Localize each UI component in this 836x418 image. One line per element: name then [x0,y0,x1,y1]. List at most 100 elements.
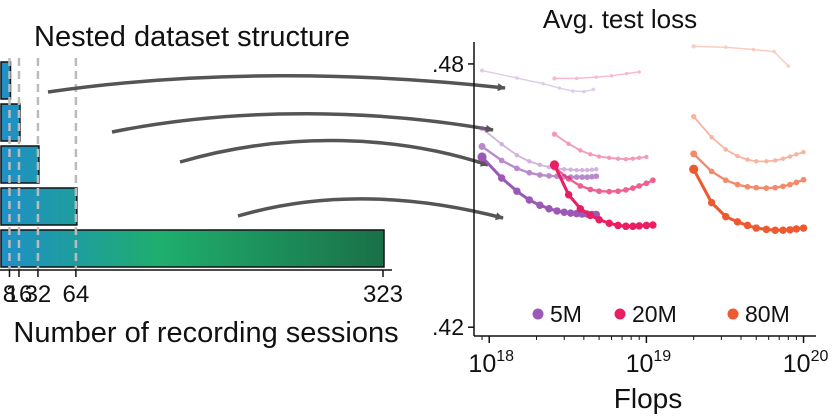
data-point [708,168,715,175]
data-point [780,156,786,161]
data-point [722,212,730,221]
legend-marker [727,308,739,320]
data-point [564,190,573,199]
session-tick-label: 32 [25,281,52,308]
data-point [745,157,750,162]
data-point [642,221,651,230]
data-point [771,226,779,234]
data-point [479,68,485,73]
loss-series [477,44,808,234]
data-point [787,154,793,159]
data-point [596,188,602,195]
data-point [751,47,756,52]
x-tick-label: 1018 [468,348,514,378]
data-point [649,221,657,229]
data-point [779,226,787,234]
data-point [644,154,649,160]
data-point [724,45,728,50]
data-point [541,81,545,86]
data-point [549,160,560,170]
legend-marker [532,308,544,320]
x-tick-label: 1020 [783,348,829,378]
data-point [744,183,751,190]
data-point [637,155,642,161]
legend-label: 20M [632,301,677,327]
data-point [497,174,506,182]
series-5M-8 [479,68,596,94]
data-point [793,179,800,186]
data-point [566,141,571,147]
data-point [498,157,505,164]
data-point [723,147,728,152]
data-point [536,201,544,209]
data-point [786,64,791,68]
data-point [614,221,622,230]
data-point [786,226,794,234]
data-point [594,75,599,79]
arrow-32 [179,138,489,167]
data-point [573,174,580,181]
data-point [579,167,585,173]
data-point [615,156,621,161]
x-ticks: 1018 1019 1020 [468,336,828,378]
session-tick-label: 16 [6,281,33,308]
data-point [479,125,485,132]
data-point [477,152,487,162]
data-point [764,159,769,164]
session-bar-8 [0,61,12,100]
data-point [545,205,553,213]
data-point [636,183,643,189]
data-point [754,159,759,164]
session-tick-label: 8 [3,281,16,308]
series-20M-8 [552,70,641,81]
data-point [643,180,650,187]
data-point [735,153,740,159]
arrow-64 [237,197,504,221]
legend-label: 5M [550,301,582,327]
data-point [593,173,600,180]
series-line [481,69,594,93]
series-80M-64 [689,164,808,234]
series-line [554,71,640,80]
data-point [562,167,567,172]
data-point [584,167,590,173]
data-point [772,184,779,191]
data-point [577,183,584,189]
data-point [589,173,595,180]
data-point [576,205,585,213]
data-point [574,167,579,173]
data-point [589,167,595,172]
data-point [609,74,614,78]
session-tick-label: 64 [63,281,90,308]
data-point [514,165,520,172]
series-line [693,116,804,163]
data-point [591,87,596,92]
data-point [566,209,575,217]
data-point [801,149,806,155]
data-point [787,181,793,188]
data-point [606,188,613,195]
data-point [594,167,599,172]
data-point [752,224,760,232]
series-20M-16 [551,131,649,162]
data-point [629,222,637,231]
data-point [574,76,579,81]
legend-label: 80M [745,301,790,327]
loss-chart: Avg. test loss .48 .42 1018 1019 1020 5M 20M… [432,4,828,414]
data-point [629,185,636,191]
data-point [570,89,575,93]
data-point [568,167,573,172]
data-point [478,142,486,150]
session-bars [0,58,385,270]
arrow-8 [47,74,506,94]
data-point [595,215,603,224]
connector-arrows [47,74,506,221]
data-point [792,225,801,233]
x-tick-label: 1019 [626,348,672,378]
data-point [526,169,533,176]
legend: 5M 20M 80M [532,301,790,327]
y-tick-label: .42 [432,314,464,340]
data-point [514,153,520,158]
